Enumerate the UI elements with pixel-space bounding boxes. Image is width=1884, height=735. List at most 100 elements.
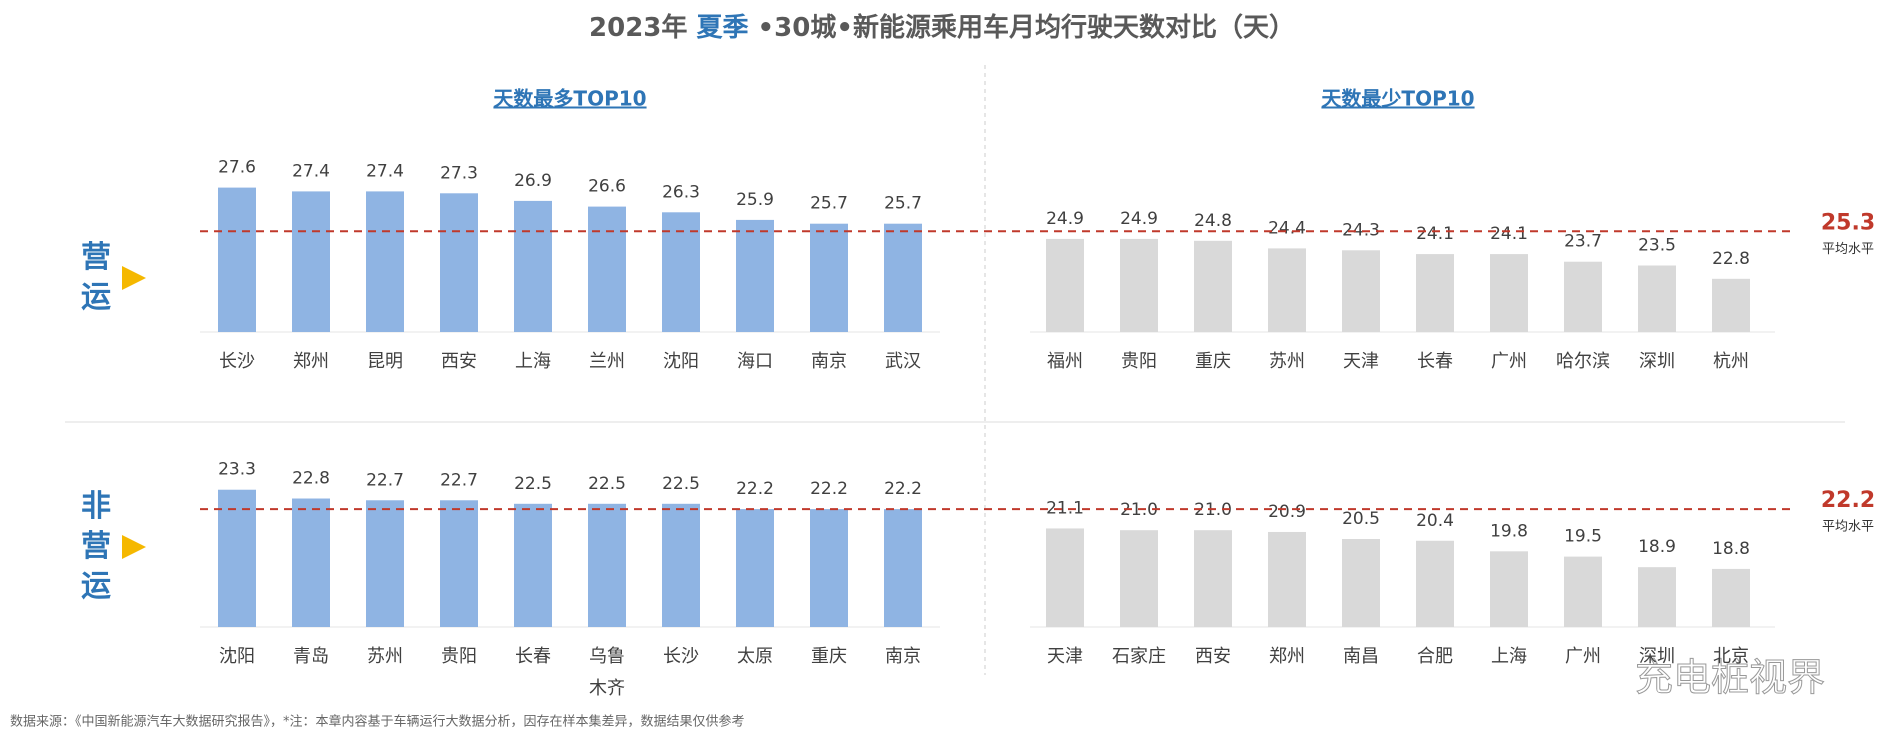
value-label: 23.3: [218, 460, 256, 480]
bar: [218, 489, 256, 627]
x-tick-label: 广州: [1491, 351, 1527, 372]
value-label: 27.3: [440, 163, 478, 183]
bar: [1120, 530, 1158, 627]
arrow: [122, 266, 146, 290]
x-tick-label: 广州: [1565, 646, 1601, 667]
value-label: 24.3: [1342, 220, 1380, 240]
bar: [1564, 261, 1602, 332]
bar: [1194, 240, 1232, 332]
value-label: 27.4: [292, 161, 330, 181]
value-label: 20.9: [1268, 502, 1306, 522]
value-label: 23.7: [1564, 232, 1602, 252]
x-tick-label: 上海: [1491, 646, 1527, 667]
value-label: 26.3: [662, 182, 700, 202]
bar: [1194, 530, 1232, 627]
title-part: •30城•新能源乘用车月均行驶天数对比（天）: [748, 12, 1294, 43]
x-tick-label: 杭州: [1713, 351, 1749, 372]
title-part: 2023年: [589, 12, 696, 43]
panel-header: 天数最多TOP10: [493, 87, 646, 111]
x-tick-label: 沈阳: [663, 351, 699, 372]
average-value: 25.3: [1821, 210, 1875, 235]
value-label: 22.5: [662, 474, 700, 494]
row-label: 非营运: [81, 489, 111, 604]
bar: [366, 500, 404, 627]
bar: [1268, 248, 1306, 332]
value-label: 26.9: [514, 171, 552, 191]
title-part: 夏季: [696, 13, 748, 43]
x-tick-label: 合肥: [1417, 646, 1453, 667]
chart-title: 2023年 夏季 •30城•新能源乘用车月均行驶天数对比（天）: [589, 12, 1295, 43]
x-tick-label: 深圳: [1639, 646, 1675, 667]
x-tick-label: 北京: [1713, 646, 1749, 667]
value-label: 22.5: [588, 474, 626, 494]
value-label: 26.6: [588, 177, 626, 197]
value-label: 22.8: [292, 469, 330, 489]
x-tick-label: 郑州: [293, 351, 329, 372]
bar: [736, 219, 774, 332]
x-tick-label: 深圳: [1639, 351, 1675, 372]
value-label: 22.5: [514, 474, 552, 494]
bar: [1490, 551, 1528, 627]
bar: [1342, 250, 1380, 332]
bar: [1416, 254, 1454, 332]
bar: [218, 187, 256, 332]
value-label: 18.9: [1638, 537, 1676, 557]
value-label: 25.9: [736, 190, 774, 210]
value-label: 18.8: [1712, 539, 1750, 559]
x-tick-label: 南昌: [1343, 646, 1379, 667]
value-label: 21.1: [1046, 498, 1084, 518]
x-tick-label: 青岛: [293, 646, 329, 667]
x-tick-label: 长春: [515, 646, 551, 667]
value-label: 23.5: [1638, 236, 1676, 256]
x-tick-label: 重庆: [811, 646, 847, 667]
x-tick-label: 郑州: [1269, 646, 1305, 667]
value-label: 21.0: [1194, 500, 1232, 520]
x-tick-label: 南京: [885, 646, 921, 667]
average-label: 平均水平: [1822, 242, 1874, 257]
bar: [1120, 238, 1158, 332]
value-label: 22.7: [440, 470, 478, 490]
bar: [662, 212, 700, 332]
bar: [1046, 238, 1084, 332]
x-tick-label: 哈尔滨: [1556, 351, 1610, 372]
average-value: 22.2: [1821, 488, 1875, 513]
value-label: 24.9: [1120, 209, 1158, 229]
x-tick-label: 贵阳: [441, 646, 477, 667]
value-label: 20.4: [1416, 511, 1454, 531]
value-label: 25.7: [810, 194, 848, 214]
x-tick-label: 长沙: [219, 351, 255, 372]
value-label: 24.4: [1268, 218, 1306, 238]
bar: [1638, 567, 1676, 627]
average-label: 平均水平: [1822, 520, 1874, 535]
x-tick-label: 苏州: [367, 646, 403, 667]
bar: [292, 191, 330, 332]
source: 数据来源：《中国新能源汽车大数据研究报告》，*注：本章内容基于车辆运行大数据分析…: [10, 714, 745, 730]
x-tick-label: 昆明: [367, 351, 403, 372]
value-label: 19.8: [1490, 521, 1528, 541]
value-label: 27.6: [218, 158, 256, 178]
bar: [1342, 539, 1380, 627]
arrow: [122, 535, 146, 559]
bar: [1416, 540, 1454, 627]
bar: [1712, 278, 1750, 332]
row-label: 营运: [81, 240, 111, 315]
value-label: 27.4: [366, 161, 404, 181]
bar: [810, 509, 848, 627]
panel-header: 天数最少TOP10: [1321, 87, 1474, 111]
bar: [440, 193, 478, 332]
x-tick-label: 兰州: [589, 351, 625, 372]
bar: [588, 206, 626, 332]
value-label: 24.8: [1194, 211, 1232, 231]
bar: [1046, 528, 1084, 627]
value-label: 21.0: [1120, 500, 1158, 520]
bar: [588, 503, 626, 627]
value-label: 22.2: [736, 479, 774, 499]
bar: [292, 498, 330, 627]
x-tick-label: 天津: [1047, 646, 1083, 667]
x-tick-label: 上海: [515, 351, 551, 372]
x-tick-label: 海口: [737, 351, 773, 372]
value-label: 24.1: [1490, 224, 1528, 244]
bar: [1564, 556, 1602, 627]
x-tick-label: 重庆: [1195, 351, 1231, 372]
